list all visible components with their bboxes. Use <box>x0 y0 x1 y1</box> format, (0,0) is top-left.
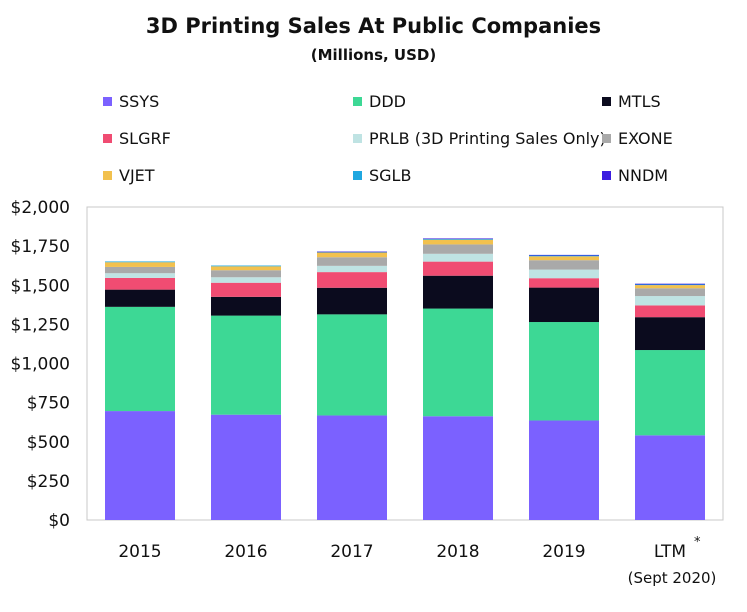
bar-segment <box>423 253 493 262</box>
chart-subtitle: (Millions, USD) <box>310 46 437 64</box>
x-tick-label: 2015 <box>118 542 161 562</box>
bar-segment <box>423 244 493 254</box>
bar-segment <box>105 411 175 520</box>
x-tick-note: (Sept 2020) <box>628 569 717 587</box>
bar-segment <box>105 306 175 412</box>
legend-swatch <box>103 170 112 180</box>
bar-segment <box>317 251 387 253</box>
legend-item: VJET <box>103 165 155 185</box>
bar-segment <box>635 296 705 306</box>
y-tick-label: $1,250 <box>11 315 70 335</box>
bar-segment <box>529 260 599 270</box>
legend-swatch <box>103 96 112 106</box>
bar-segment <box>317 257 387 266</box>
y-tick-label: $500 <box>27 433 70 453</box>
bar-segment <box>635 305 705 318</box>
bar-segment <box>635 285 705 289</box>
chart-title: 3D Printing Sales At Public Companies <box>145 14 602 38</box>
bar-segment <box>317 314 387 416</box>
bar-segment <box>423 238 493 240</box>
y-tick-label: $1,750 <box>11 237 70 257</box>
bar-segment <box>211 265 281 267</box>
legend-swatch <box>602 133 611 143</box>
y-tick-label: $250 <box>27 472 70 492</box>
bar-segment <box>529 256 599 261</box>
legend-swatch <box>602 96 611 106</box>
bar-segment <box>529 287 599 323</box>
bar-segment <box>635 283 705 285</box>
bar-segment <box>423 275 493 309</box>
legend-label: SSYS <box>119 91 160 111</box>
legend-item: PRLB (3D Printing Sales Only) <box>353 128 606 148</box>
bar-segment <box>423 261 493 276</box>
bar-segment <box>317 272 387 288</box>
legend-label: NNDM <box>618 165 669 185</box>
y-tick-label: $1,500 <box>11 276 70 296</box>
bar-segment <box>317 287 387 315</box>
legend-swatch <box>353 96 362 106</box>
bar-segment <box>529 269 599 279</box>
bar-segment <box>211 414 281 520</box>
legend-swatch <box>602 170 611 180</box>
legend-label: VJET <box>119 165 155 185</box>
legend-swatch <box>103 133 112 143</box>
x-tick-superscript: * <box>694 535 701 550</box>
bar-segment <box>529 254 599 256</box>
bar-segment <box>211 266 281 271</box>
x-tick-label: 2016 <box>224 542 267 562</box>
bar-segment <box>423 238 493 240</box>
bar-segment <box>529 322 599 421</box>
legend-swatch <box>353 133 362 143</box>
bar-segment <box>529 420 599 520</box>
legend-item: SSYS <box>103 91 159 111</box>
legend-label: PRLB (3D Printing Sales Only) <box>369 128 606 148</box>
legend-item: NNDM <box>602 165 668 185</box>
legend-label: DDD <box>369 91 406 111</box>
x-tick-label: 2017 <box>330 542 373 562</box>
bar-segment <box>423 308 493 417</box>
legend-item: SGLB <box>353 165 411 185</box>
y-tick-label: $2,000 <box>11 198 70 218</box>
bar-segment <box>211 315 281 415</box>
bar-segment <box>635 288 705 297</box>
bar-segment <box>105 262 175 267</box>
bar-segment <box>105 261 175 263</box>
bar-segment <box>211 282 281 297</box>
bar-segment <box>211 296 281 316</box>
bar-segment <box>635 350 705 436</box>
bar-segment <box>105 273 175 278</box>
legend-swatch <box>353 170 362 180</box>
bar-segment <box>635 317 705 351</box>
bar-segment <box>423 239 493 245</box>
bar-segment <box>211 270 281 278</box>
bar-segment <box>105 266 175 274</box>
bar-segment <box>105 289 175 307</box>
x-tick-label: 2018 <box>436 542 479 562</box>
bar-segment <box>211 277 281 283</box>
y-tick-label: $750 <box>27 394 70 414</box>
legend-item: MTLS <box>602 91 661 111</box>
legend-item: EXONE <box>602 128 673 148</box>
legend-item: SLGRF <box>103 128 171 148</box>
bar-segment <box>317 252 387 258</box>
plot-frame <box>86 206 724 521</box>
legend-label: SGLB <box>369 165 412 185</box>
legend-item: DDD <box>353 91 406 111</box>
bar-segment <box>317 265 387 273</box>
y-tick-label: $1,000 <box>11 355 70 375</box>
bar-segment <box>105 277 175 290</box>
x-tick-label: 2019 <box>542 542 585 562</box>
bar-segment <box>635 284 705 286</box>
legend-label: MTLS <box>618 91 661 111</box>
y-tick-label: $0 <box>48 511 70 531</box>
legend-label: EXONE <box>618 128 673 148</box>
bar-segment <box>529 255 599 257</box>
x-tick-label: LTM <box>654 542 686 562</box>
bar-segment <box>529 278 599 288</box>
bar-segment <box>423 416 493 520</box>
bar-segment <box>635 435 705 520</box>
bar-segment <box>317 415 387 520</box>
legend-label: SLGRF <box>119 128 171 148</box>
